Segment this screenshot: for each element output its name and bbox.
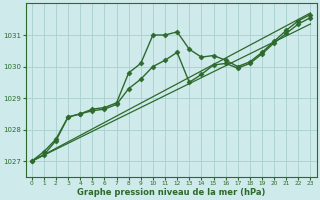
X-axis label: Graphe pression niveau de la mer (hPa): Graphe pression niveau de la mer (hPa)	[77, 188, 265, 197]
